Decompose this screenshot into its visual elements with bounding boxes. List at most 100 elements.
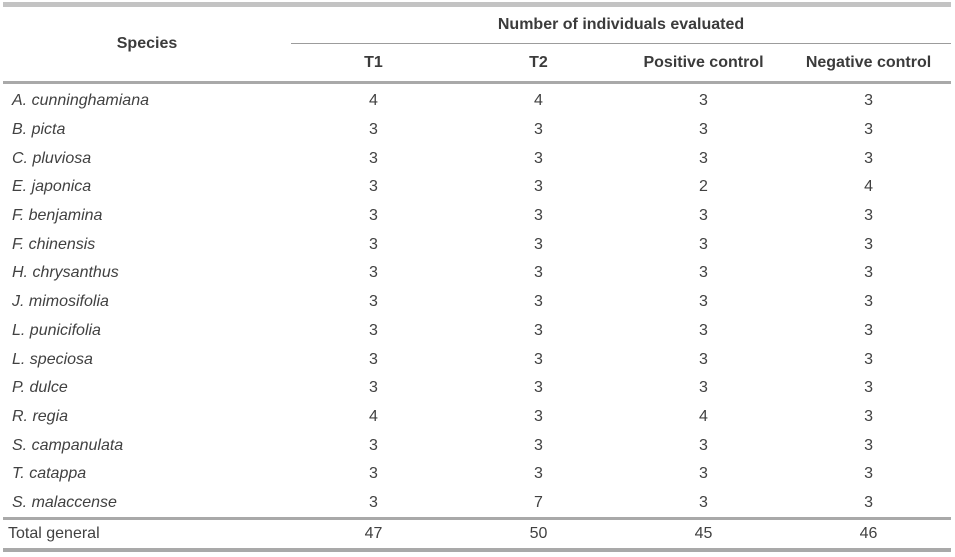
table-row: R. regia 4 3 4 3 (3, 403, 951, 432)
value-cell-t1: 3 (369, 436, 378, 454)
species-cell: A. cunninghamiana (12, 92, 149, 110)
total-value-negative-control: 46 (859, 525, 878, 543)
value-cell-negative-control: 3 (864, 350, 873, 368)
total-value-positive-control: 45 (694, 525, 713, 543)
value-cell-negative-control: 3 (864, 293, 873, 311)
value-cell-t2: 3 (534, 235, 543, 253)
value-cell-t1: 3 (369, 293, 378, 311)
species-cell: B. picta (12, 121, 66, 139)
species-cell: S. malaccense (12, 493, 117, 511)
table-body: A. cunninghamiana 4 4 3 3 B. picta 3 3 3… (3, 83, 952, 519)
value-cell-t2: 3 (534, 149, 543, 167)
value-cell-t2: 4 (534, 92, 543, 110)
value-cell-positive-control: 3 (699, 321, 708, 339)
value-cell-t2: 3 (534, 321, 543, 339)
value-cell-negative-control: 3 (864, 149, 873, 167)
species-cell: P. dulce (12, 379, 68, 397)
total-value-t2: 50 (529, 525, 548, 543)
species-cell: F. benjamina (12, 207, 103, 225)
table-row: F. chinensis 3 3 3 3 (3, 230, 951, 259)
value-cell-positive-control: 3 (699, 436, 708, 454)
total-row: Total general 47 50 45 46 (3, 519, 951, 551)
table-row: J. mimosifolia 3 3 3 3 (3, 288, 951, 317)
value-cell-t1: 4 (369, 407, 378, 425)
value-cell-t2: 3 (534, 207, 543, 225)
value-cell-negative-control: 3 (864, 379, 873, 397)
value-cell-positive-control: 2 (699, 178, 708, 196)
value-cell-t1: 3 (369, 264, 378, 282)
value-cell-negative-control: 3 (864, 321, 873, 339)
species-cell: R. regia (12, 407, 69, 425)
species-cell: H. chrysanthus (12, 264, 119, 282)
value-cell-negative-control: 3 (864, 92, 873, 110)
value-cell-t1: 3 (369, 379, 378, 397)
species-cell: L. punicifolia (12, 321, 101, 339)
value-cell-positive-control: 3 (699, 350, 708, 368)
value-cell-t2: 3 (534, 350, 543, 368)
table-row: S. malaccense 3 7 3 3 (3, 489, 951, 519)
value-cell-t1: 3 (369, 235, 378, 253)
table-row: E. japonica 3 3 2 4 (3, 173, 951, 202)
value-cell-positive-control: 3 (699, 92, 708, 110)
value-cell-t1: 3 (369, 207, 378, 225)
species-cell: F. chinensis (12, 235, 96, 253)
value-cell-positive-control: 4 (699, 407, 708, 425)
value-cell-positive-control: 3 (699, 207, 708, 225)
value-cell-t1: 3 (369, 178, 378, 196)
value-cell-positive-control: 3 (699, 121, 708, 139)
group-header: Number of individuals evaluated (291, 4, 952, 44)
value-cell-t1: 3 (369, 321, 378, 339)
table-row: C. pluviosa 3 3 3 3 (3, 144, 951, 173)
value-cell-positive-control: 3 (699, 293, 708, 311)
species-cell: L. speciosa (12, 350, 93, 368)
species-cell: T. catappa (12, 465, 87, 483)
value-cell-t2: 3 (534, 264, 543, 282)
header-row-group: Species Number of individuals evaluated (3, 4, 952, 52)
table-row: T. catappa 3 3 3 3 (3, 460, 951, 489)
species-cell: C. pluviosa (12, 149, 92, 167)
table-footer: Total general 47 50 45 46 (3, 519, 951, 551)
value-cell-negative-control: 3 (864, 407, 873, 425)
table-row: F. benjamina 3 3 3 3 (3, 202, 951, 231)
value-cell-positive-control: 3 (699, 264, 708, 282)
value-cell-t1: 3 (369, 465, 378, 483)
value-cell-negative-control: 3 (864, 121, 873, 139)
header-row-columns: T1 T2 Positive control Negative control (3, 44, 951, 83)
table-row: B. picta 3 3 3 3 (3, 116, 951, 145)
value-cell-t2: 3 (534, 178, 543, 196)
value-cell-positive-control: 3 (699, 235, 708, 253)
value-cell-t2: 3 (534, 293, 543, 311)
value-cell-t1: 4 (369, 92, 378, 110)
value-cell-negative-control: 3 (864, 235, 873, 253)
table-row: S. campanulata 3 3 3 3 (3, 431, 951, 460)
value-cell-negative-control: 3 (864, 465, 873, 483)
value-cell-positive-control: 3 (699, 149, 708, 167)
value-cell-t2: 3 (534, 465, 543, 483)
value-cell-negative-control: 3 (864, 207, 873, 225)
individuals-evaluated-table: Species Number of individuals evaluated … (3, 2, 952, 553)
species-cell: S. campanulata (12, 436, 124, 454)
species-cell: J. mimosifolia (12, 293, 109, 311)
value-cell-positive-control: 3 (699, 465, 708, 483)
value-cell-t2: 3 (534, 121, 543, 139)
column-header-t2: T2 (529, 53, 548, 71)
value-cell-positive-control: 3 (699, 379, 708, 397)
species-cell: E. japonica (12, 178, 92, 196)
column-header-t1: T1 (364, 53, 383, 71)
total-label: Total general (8, 525, 100, 543)
value-cell-t2: 3 (534, 436, 543, 454)
total-value-t1: 47 (364, 525, 383, 543)
value-cell-t1: 3 (369, 493, 378, 511)
value-cell-t2: 3 (534, 379, 543, 397)
table-row: L. speciosa 3 3 3 3 (3, 345, 951, 374)
value-cell-negative-control: 3 (864, 264, 873, 282)
table-row: A. cunninghamiana 4 4 3 3 (3, 83, 951, 116)
table-row: L. punicifolia 3 3 3 3 (3, 317, 951, 346)
value-cell-t2: 3 (534, 407, 543, 425)
value-cell-t1: 3 (369, 121, 378, 139)
value-cell-t2: 7 (534, 493, 543, 511)
column-header-positive-control: Positive control (643, 53, 764, 71)
column-header-negative-control: Negative control (805, 53, 932, 71)
value-cell-negative-control: 3 (864, 436, 873, 454)
